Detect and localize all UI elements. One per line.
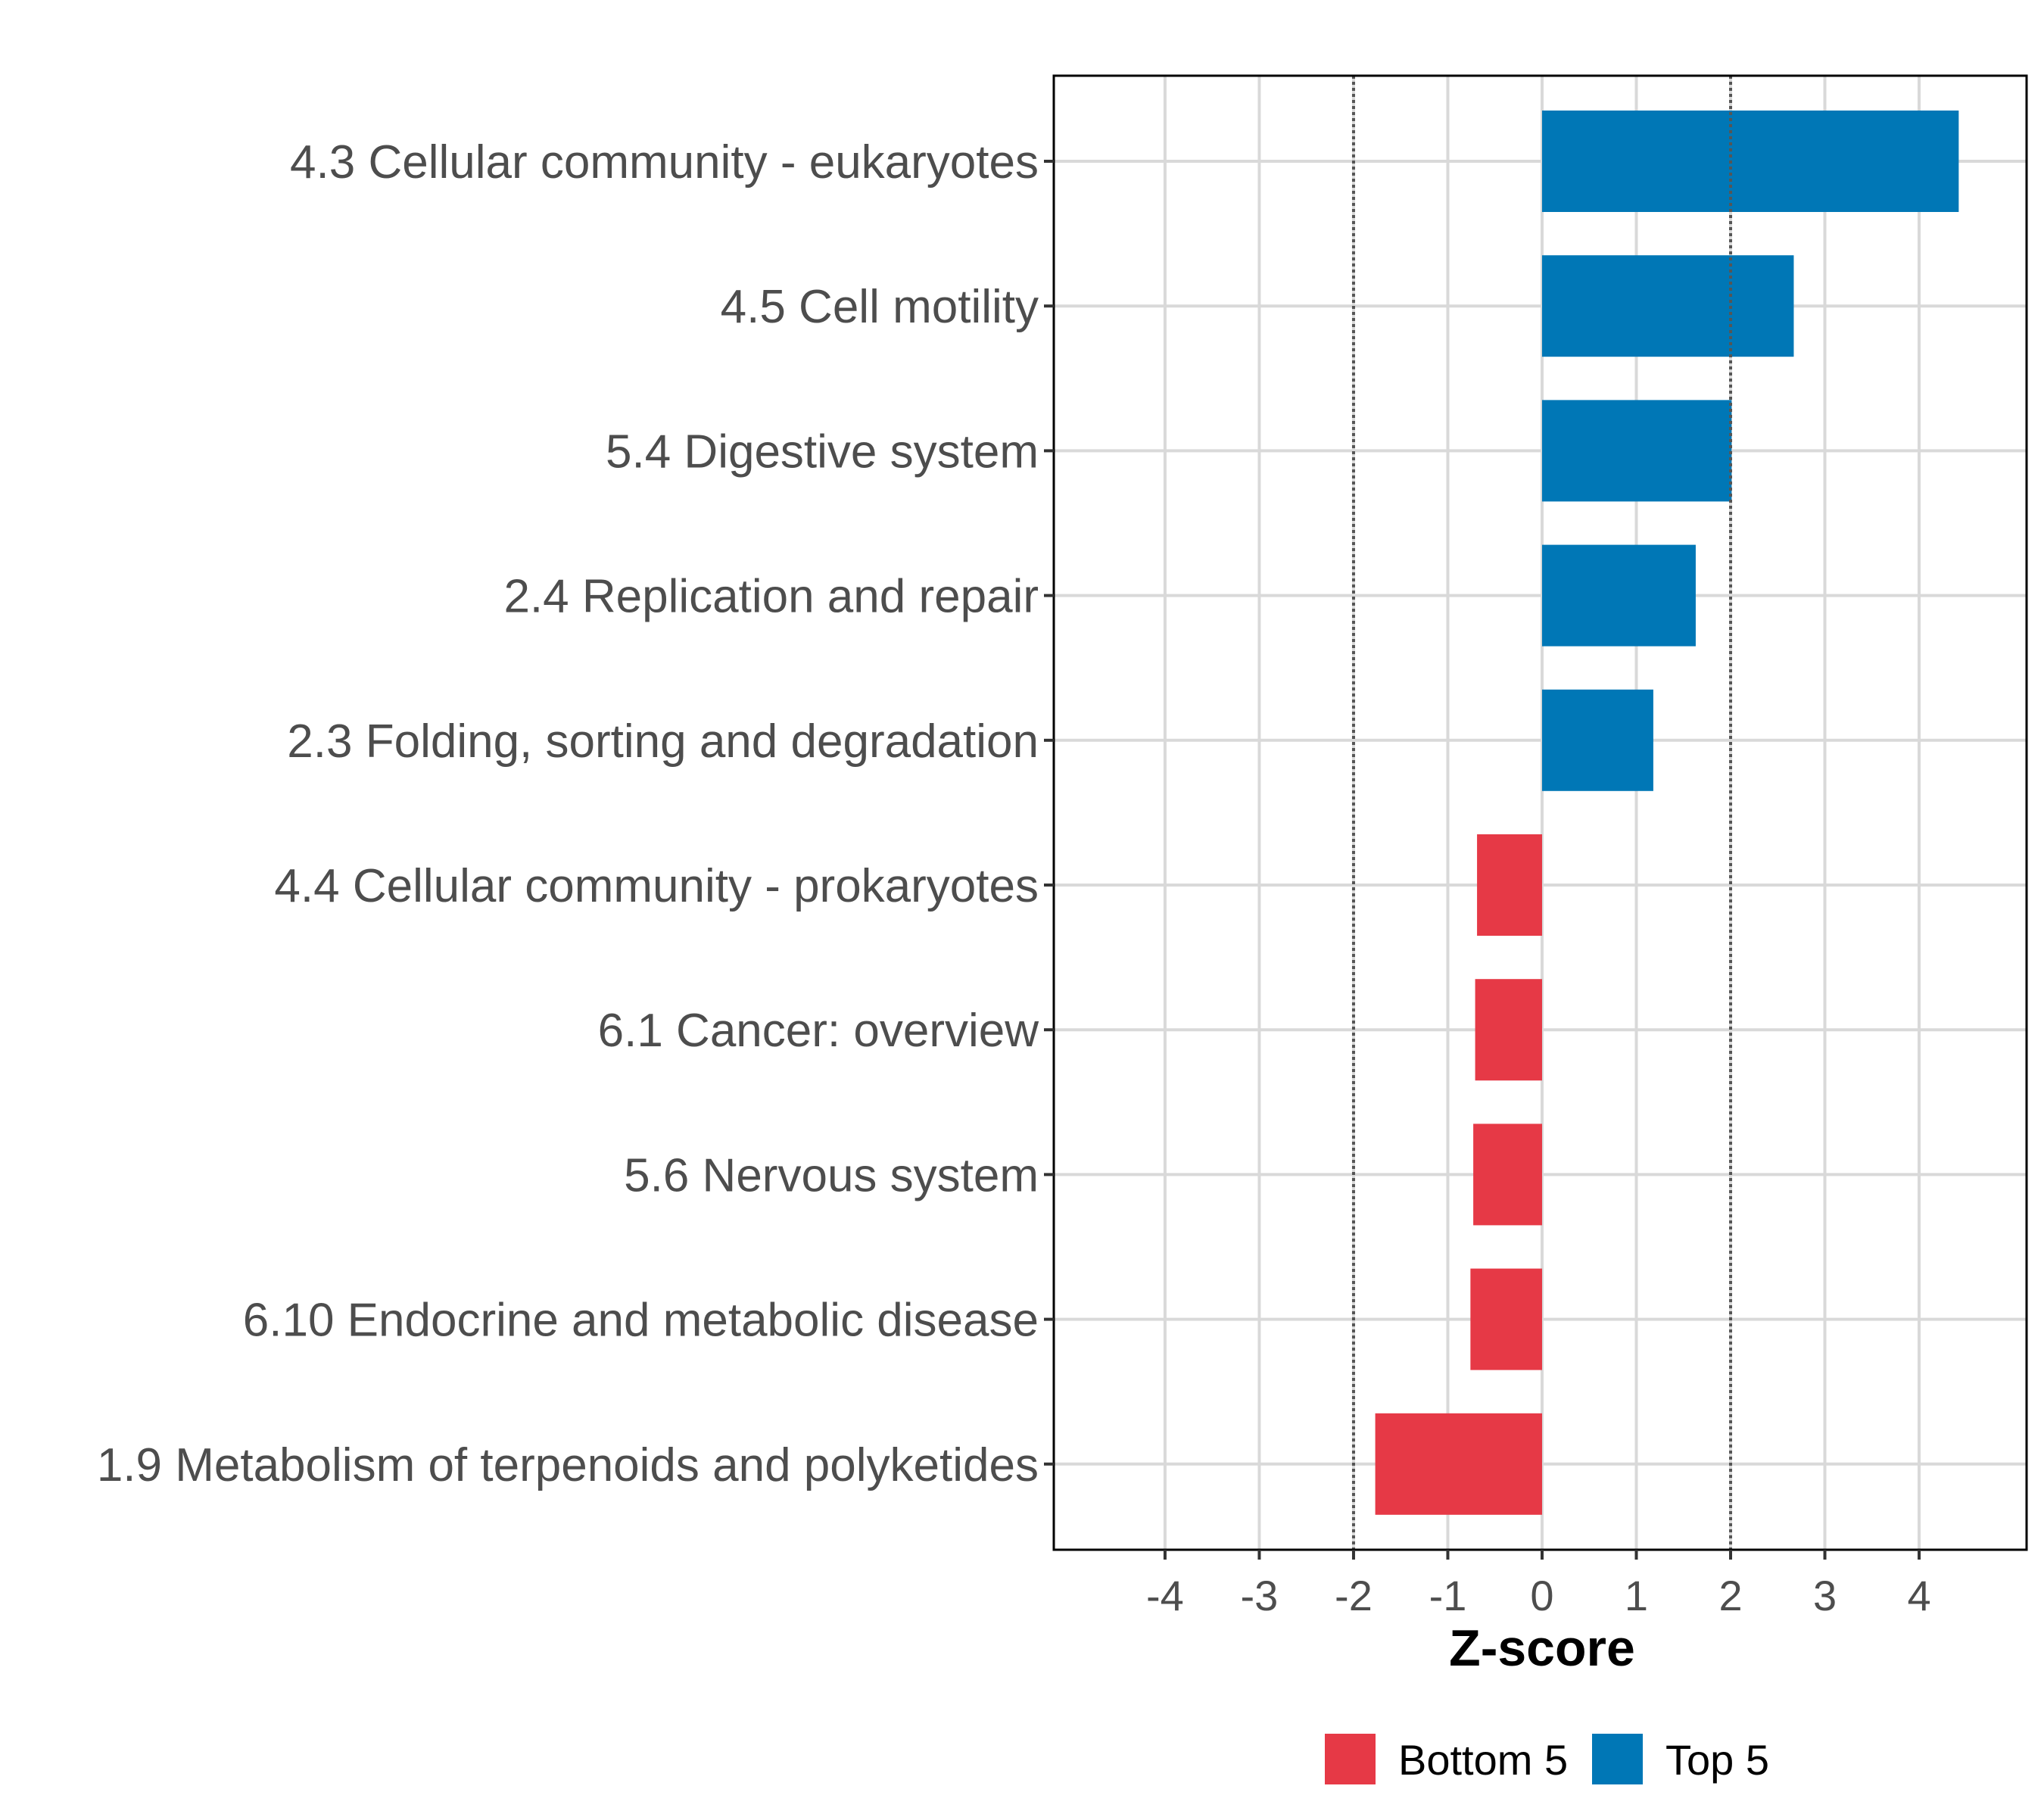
legend-swatch	[1325, 1734, 1376, 1784]
x-tick-label: 0	[1530, 1572, 1553, 1619]
x-tick-label: 4	[1907, 1572, 1930, 1619]
bar-top	[1541, 255, 1794, 357]
x-axis-title: Z-score	[1449, 1619, 1635, 1677]
y-tick-label: 4.3 Cellular community - eukaryotes	[290, 136, 1039, 189]
y-tick-label: 4.5 Cell motility	[721, 281, 1039, 333]
x-axis: -4 -3 -2 -1 0 1 2 3 4	[1146, 1550, 1931, 1619]
x-tick-label: -2	[1335, 1572, 1373, 1619]
y-tick-label: 5.6 Nervous system	[624, 1149, 1039, 1201]
x-tick-label: -3	[1241, 1572, 1279, 1619]
x-tick-label: -4	[1146, 1572, 1184, 1619]
y-tick-label: 4.4 Cellular community - prokaryotes	[274, 860, 1039, 912]
x-tick-label: 3	[1813, 1572, 1837, 1619]
y-tick-label: 6.10 Endocrine and metabolic disease	[243, 1295, 1039, 1347]
bars-layer	[1375, 111, 1959, 1515]
legend-item: Top 5	[1592, 1734, 1769, 1784]
bar-bottom	[1375, 1413, 1542, 1515]
y-tick-label: 1.9 Metabolism of terpenoids and polyket…	[97, 1439, 1039, 1491]
legend-item: Bottom 5	[1325, 1734, 1568, 1784]
legend-label: Top 5	[1665, 1736, 1769, 1784]
bar-bottom	[1470, 1268, 1542, 1370]
bar-bottom	[1473, 1124, 1542, 1226]
bar-top	[1541, 111, 1959, 212]
y-tick-label: 2.3 Folding, sorting and degradation	[287, 715, 1039, 768]
bar-bottom	[1475, 979, 1542, 1081]
y-tick-label: 2.4 Replication and repair	[503, 571, 1039, 623]
legend: Bottom 5 Top 5	[1325, 1734, 1769, 1784]
bar-top	[1541, 400, 1732, 502]
y-tick-label: 5.4 Digestive system	[606, 425, 1039, 478]
bar-bottom	[1477, 834, 1542, 936]
bar-top	[1541, 544, 1696, 647]
x-tick-label: 1	[1625, 1572, 1648, 1619]
y-axis: 4.3 Cellular community - eukaryotes 4.5 C…	[97, 136, 1054, 1491]
panel-border	[1052, 74, 2028, 1551]
bar-top	[1541, 689, 1653, 791]
x-tick-label: -1	[1429, 1572, 1467, 1619]
legend-label: Bottom 5	[1398, 1736, 1568, 1784]
y-tick-label: 6.1 Cancer: overview	[598, 1005, 1039, 1057]
legend-swatch	[1592, 1734, 1643, 1784]
x-tick-label: 2	[1718, 1572, 1742, 1619]
